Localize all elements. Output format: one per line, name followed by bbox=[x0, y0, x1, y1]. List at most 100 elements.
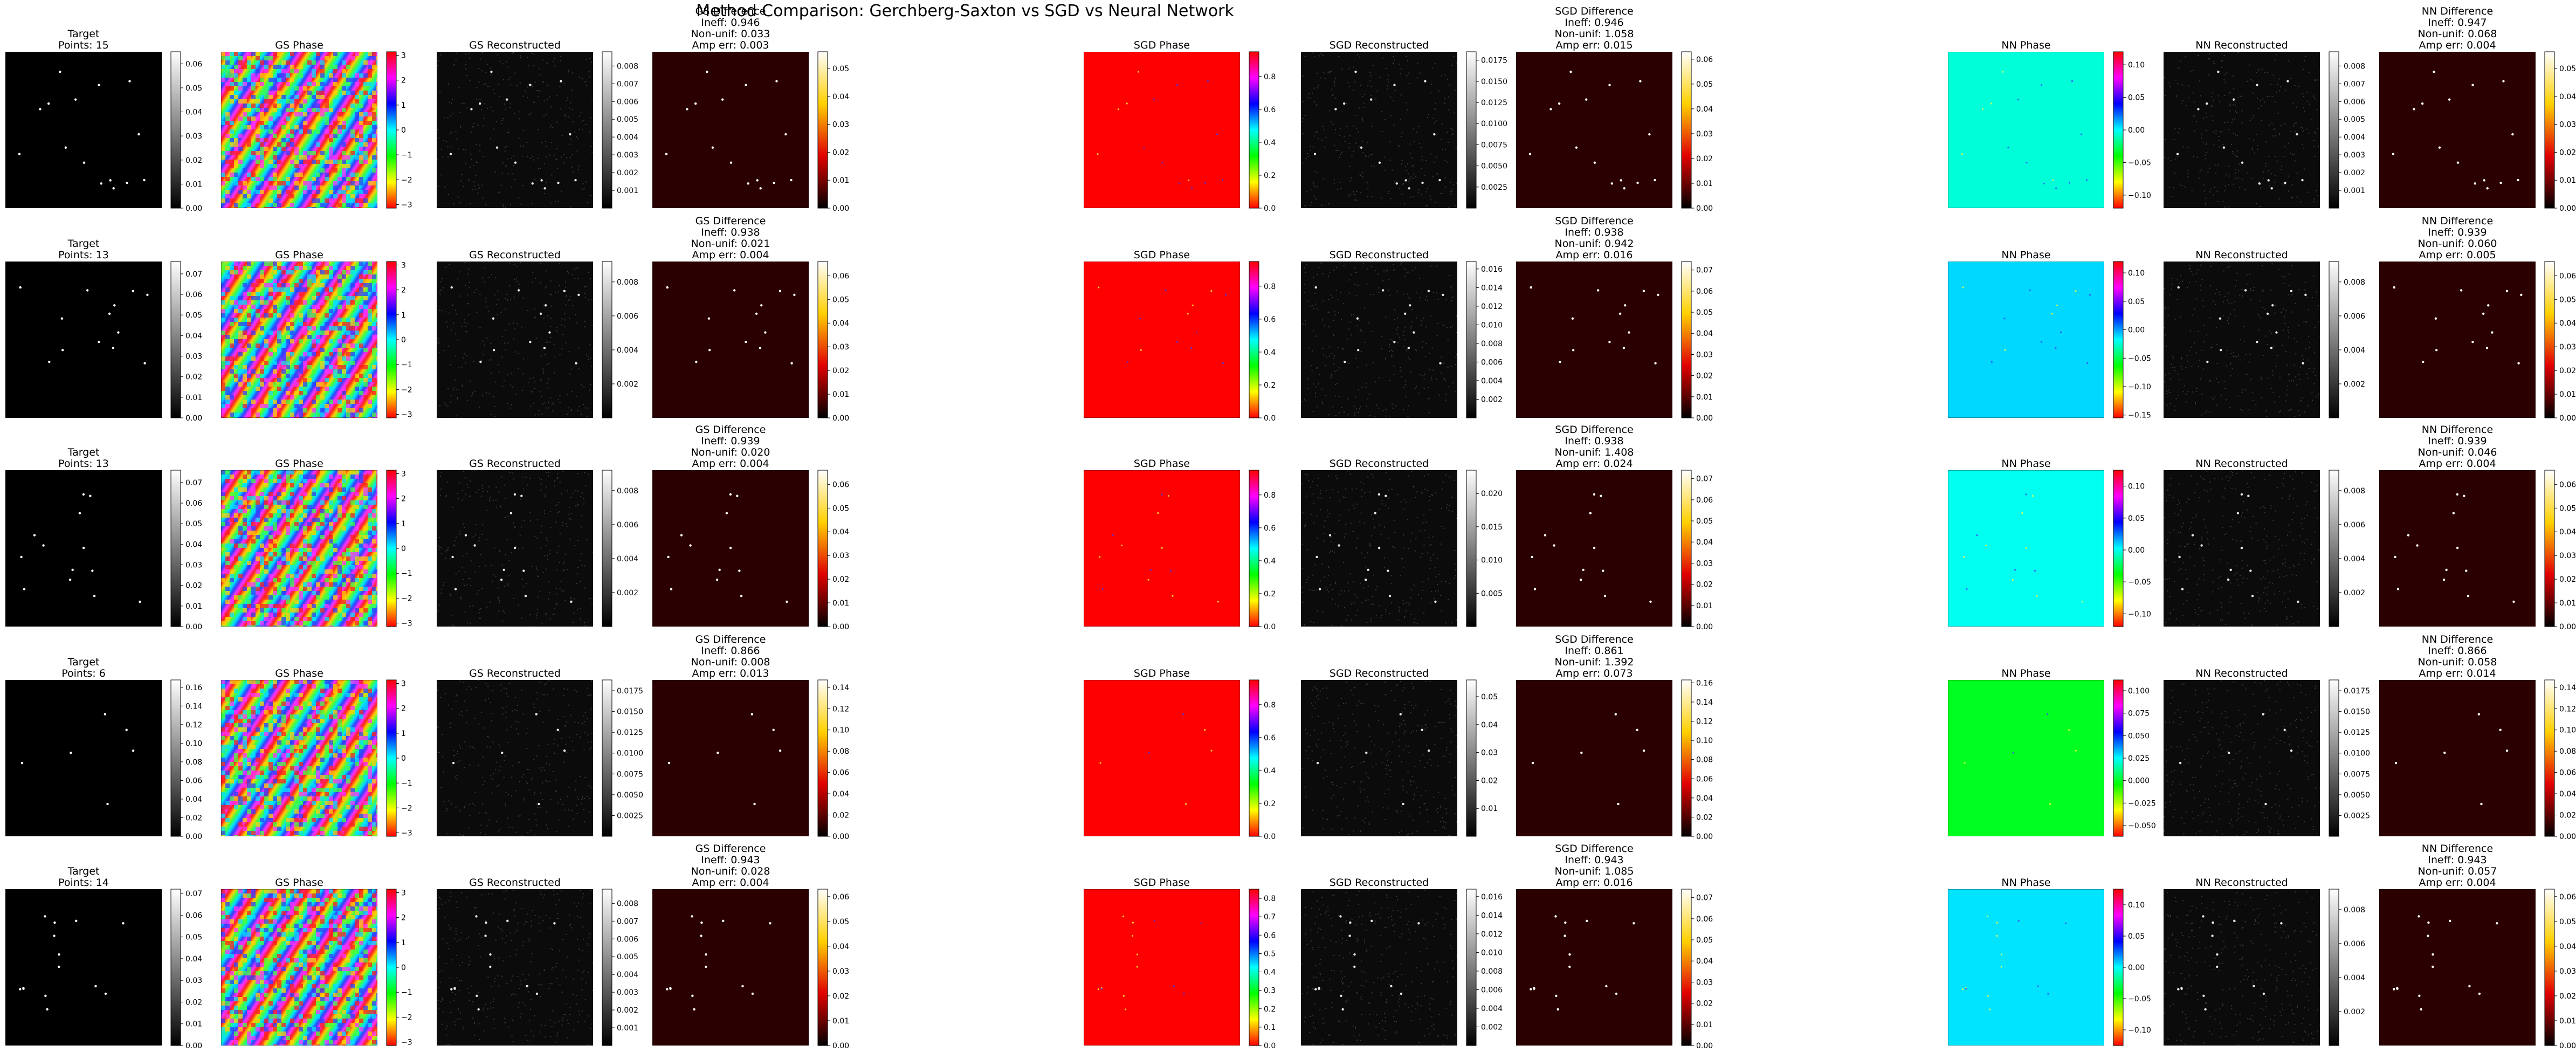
row2-panel3-colorbar-tick-label: 0.06 bbox=[832, 480, 849, 489]
panel-gs_phase: GS Phase −3 −2 −1 0 1 2 3 bbox=[221, 668, 412, 838]
row2-panel6-point bbox=[1531, 555, 1533, 559]
row2-panel2-colorbar-tick-label: 0.002 bbox=[617, 589, 638, 597]
row4-panel3-colorbar-tick-label: 0.00 bbox=[832, 1042, 849, 1050]
row1-panel0-point bbox=[48, 360, 51, 363]
row4-panel9-point bbox=[2393, 988, 2395, 991]
row3-panel6-point bbox=[1531, 761, 1534, 765]
row4-panel0-point bbox=[44, 915, 46, 918]
row0-panel3-point bbox=[694, 102, 697, 105]
row0-panel2-point bbox=[490, 70, 493, 73]
row4-panel7-point bbox=[2037, 985, 2040, 987]
row2-panel2-point bbox=[454, 588, 457, 590]
row4-panel1-image bbox=[221, 889, 377, 1046]
row3-panel6-colorbar-tick-label: 0.12 bbox=[1696, 718, 1713, 726]
panel-title-line: Ineff: 0.943 bbox=[1565, 854, 1623, 866]
row1-panel5-point bbox=[1344, 360, 1346, 363]
row2-panel6-point bbox=[1544, 534, 1547, 537]
panel-gs_phase: GS Phase −3 −2 −1 0 1 2 3 bbox=[221, 877, 412, 1047]
row1-panel6-colorbar-tick-label: 0.07 bbox=[1696, 266, 1713, 275]
row0-panel5-colorbar-tick-label: 0.0075 bbox=[1481, 141, 1507, 149]
row3-panel3-colorbar-tick-label: 0.14 bbox=[832, 684, 849, 692]
row4-panel5-point bbox=[1348, 934, 1351, 937]
panel-recon: NN Reconstructed 0.0025 0.0050 0.0075 0.0100… bbox=[2164, 668, 2370, 837]
row2-panel6-colorbar-tick-label: 0.05 bbox=[1696, 517, 1713, 526]
row0-panel6-point bbox=[1569, 70, 1572, 73]
row0-panel7-colorbar-tick-label: 0.05 bbox=[2128, 94, 2145, 102]
row1-panel7-point bbox=[2075, 290, 2077, 292]
row1-panel4-point bbox=[1195, 331, 1198, 334]
row4-panel3-colorbar-tick-label: 0.03 bbox=[832, 967, 849, 976]
row1-panel5-point bbox=[1427, 290, 1430, 292]
row1-panel6-colorbar-tick-label: 0.00 bbox=[1696, 414, 1713, 423]
row1-panel8-colorbar-tick-label: 0.004 bbox=[2344, 346, 2365, 355]
row4-panel6-point bbox=[1555, 994, 1558, 998]
row1-panel2-point bbox=[517, 289, 520, 292]
panel-title-line: SGD Reconstructed bbox=[1330, 458, 1429, 470]
row0-panel4-colorbar-tick-label: 0.4 bbox=[1264, 139, 1276, 147]
row1-panel3-point bbox=[707, 317, 711, 320]
row3-panel5-colorbar bbox=[1466, 679, 1477, 837]
row4-panel5-point bbox=[1349, 921, 1352, 924]
row4-panel3-point bbox=[769, 922, 772, 925]
row1-panel9-point bbox=[2485, 347, 2489, 349]
panel-title-line: Ineff: 0.947 bbox=[2428, 17, 2487, 29]
row1-panel2-image bbox=[437, 262, 593, 418]
row2-panel2-point bbox=[513, 493, 516, 496]
row3-panel9-point bbox=[2443, 751, 2446, 754]
row0-panel7-point bbox=[2071, 80, 2074, 82]
panel-title-line: GS Phase bbox=[275, 249, 323, 261]
row3-panel9-colorbar-tick-label: 0.06 bbox=[2559, 769, 2576, 778]
row0-panel9-point bbox=[2502, 80, 2505, 82]
row2-panel6-point bbox=[1593, 546, 1596, 549]
row4-panel4-point bbox=[1132, 922, 1134, 924]
panel-title-line: Non-unif: 0.028 bbox=[691, 865, 770, 877]
row1-panel0-point bbox=[146, 293, 149, 297]
row0-panel3-point bbox=[775, 80, 778, 82]
row4-panel4-colorbar-tick-label: 0.4 bbox=[1264, 968, 1276, 977]
row3-panel3-point bbox=[750, 713, 753, 716]
row2-panel3-image bbox=[652, 470, 809, 627]
row3-panel4-point bbox=[1204, 729, 1206, 731]
row3-panel1-colorbar-tick-label: 2 bbox=[401, 705, 406, 713]
row3-panel3-point bbox=[779, 749, 782, 752]
row0-panel8-point bbox=[2267, 179, 2270, 182]
row3-panel3-point bbox=[753, 802, 756, 806]
panel-title-line: Non-unif: 0.058 bbox=[2418, 656, 2497, 668]
row2-panel9-colorbar-tick-label: 0.03 bbox=[2559, 552, 2576, 560]
row4-panel5-point bbox=[1318, 987, 1320, 990]
row2-panel0-point bbox=[33, 534, 36, 537]
row0-panel9-point bbox=[2483, 179, 2485, 182]
row3-panel2-point bbox=[501, 751, 504, 754]
row4-panel4-point bbox=[1136, 966, 1138, 968]
row1-panel5-colorbar-tick-label: 0.002 bbox=[1481, 395, 1503, 404]
row0-panel4-point bbox=[1204, 182, 1207, 184]
row0-panel5-point bbox=[1369, 98, 1373, 101]
row3-panel2-colorbar-tick-label: 0.0025 bbox=[617, 812, 643, 820]
row2-panel0-colorbar-tick-label: 0.04 bbox=[185, 540, 202, 549]
row1-panel5-point bbox=[1393, 340, 1396, 343]
row4-panel3-point bbox=[693, 1008, 695, 1011]
panel-title-line: Ineff: 0.866 bbox=[2428, 645, 2487, 657]
row0-panel5-colorbar-tick-label: 0.0125 bbox=[1481, 99, 1507, 107]
row2-panel7-image bbox=[1948, 470, 2104, 627]
row0-panel6-point bbox=[1639, 80, 1642, 82]
row3-panel8-point bbox=[2262, 713, 2264, 716]
row3-panel8-colorbar-tick-label: 0.0125 bbox=[2344, 728, 2370, 737]
row1-panel2-point bbox=[529, 340, 532, 343]
row2-panel4-colorbar-tick-label: 0.4 bbox=[1264, 557, 1276, 566]
row0-panel0-colorbar-tick-label: 0.04 bbox=[185, 108, 202, 117]
row2-panel7-colorbar-tick-label: −0.10 bbox=[2128, 610, 2151, 618]
row0-panel7-colorbar-tick-label: −0.10 bbox=[2128, 191, 2151, 200]
row4-panel0-point bbox=[44, 994, 47, 998]
row2-panel5-point bbox=[1328, 534, 1332, 537]
row3-panel9-colorbar-tick-label: 0.04 bbox=[2559, 790, 2576, 799]
row0-panel0-point bbox=[18, 153, 21, 155]
panel-title-line: SGD Difference bbox=[1555, 634, 1633, 645]
row0-panel0-point bbox=[39, 108, 42, 111]
row2-panel4-colorbar-tick-label: 0.2 bbox=[1264, 590, 1276, 599]
panel-title-line: Points: 14 bbox=[58, 877, 109, 889]
